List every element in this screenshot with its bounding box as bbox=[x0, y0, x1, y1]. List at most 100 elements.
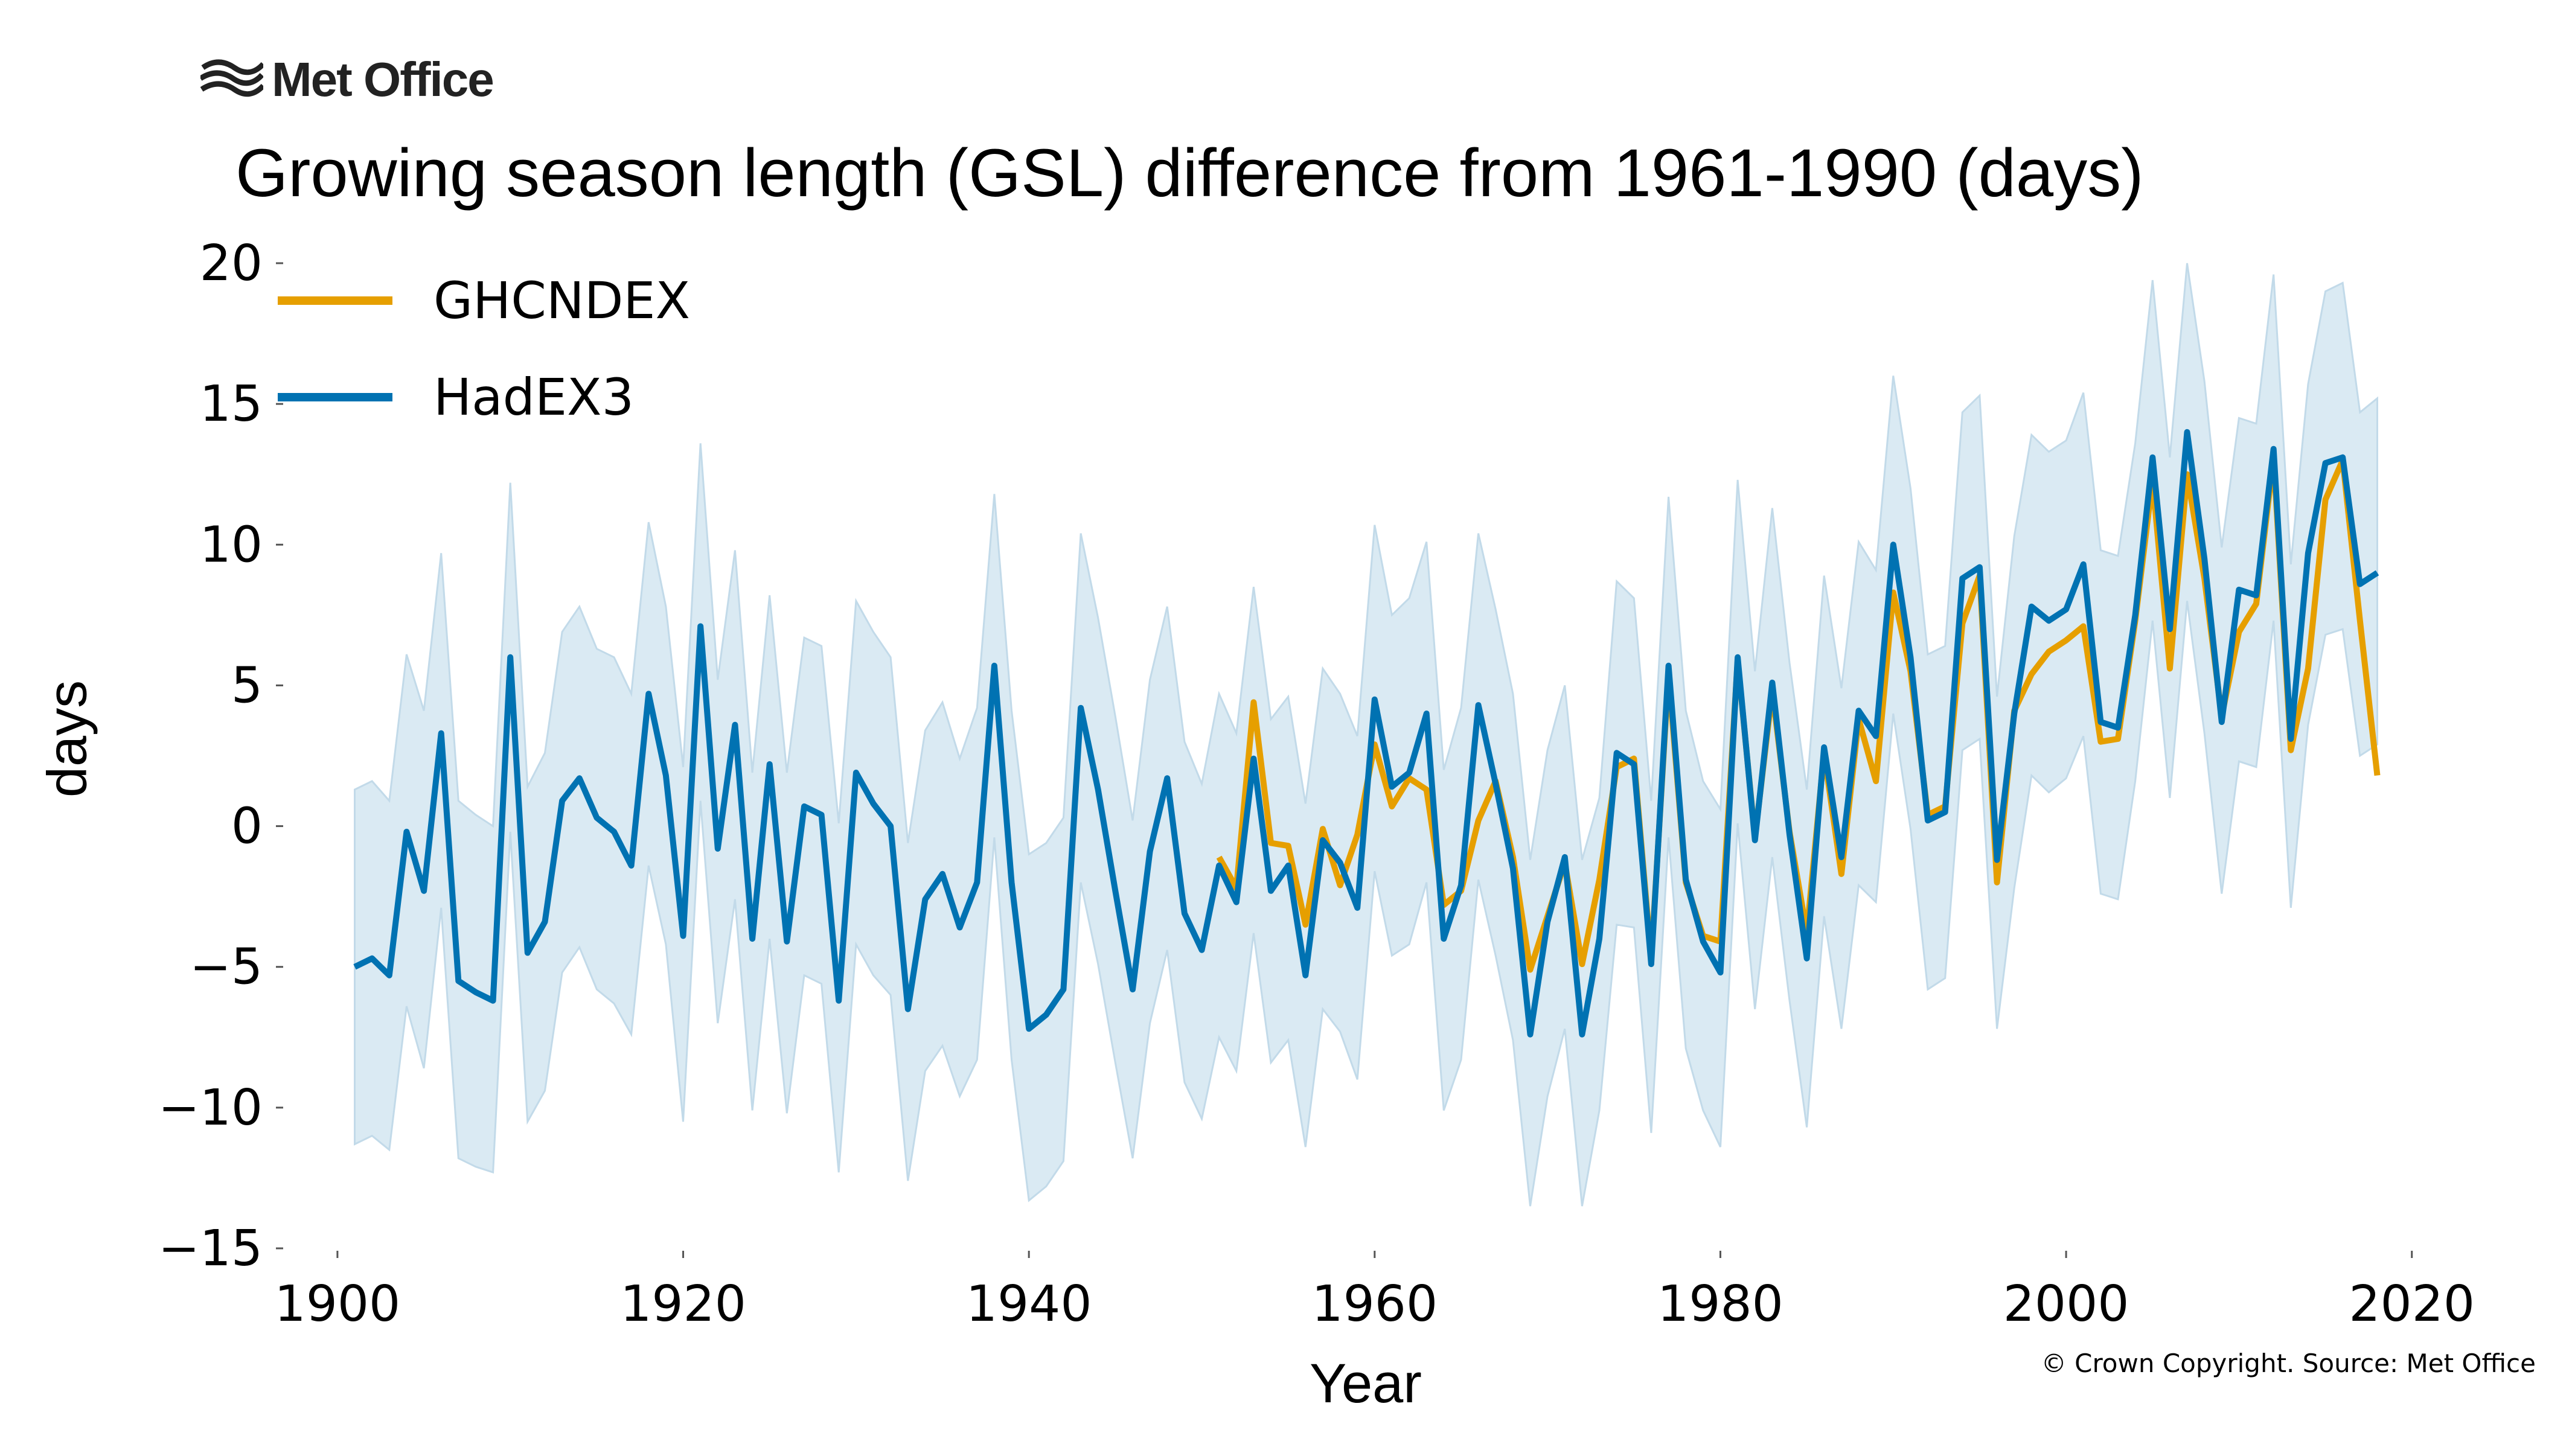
data-point-hadex3-1915 bbox=[593, 815, 600, 821]
data-point-hadex3-2010 bbox=[2236, 587, 2242, 593]
data-point-hadex3-1949 bbox=[1182, 910, 1188, 916]
data-point-hadex3-1918 bbox=[645, 691, 651, 697]
data-point-ghcndex-1957 bbox=[1320, 826, 1326, 832]
data-point-hadex3-1984 bbox=[1787, 832, 1793, 838]
data-point-ghcndex-2014 bbox=[2305, 666, 2311, 672]
data-point-hadex3-1913 bbox=[559, 798, 565, 804]
data-point-hadex3-1955 bbox=[1285, 863, 1291, 869]
data-point-ghcndex-1966 bbox=[1476, 817, 1482, 823]
data-point-ghcndex-2013 bbox=[2288, 747, 2294, 753]
data-point-ghcndex-2001 bbox=[2081, 624, 2087, 630]
data-point-hadex3-2012 bbox=[2271, 446, 2277, 452]
data-point-hadex3-1940 bbox=[1026, 1026, 1032, 1032]
data-point-ghcndex-1987 bbox=[1838, 871, 1844, 877]
data-point-hadex3-1937 bbox=[974, 880, 980, 886]
data-point-hadex3-1942 bbox=[1060, 986, 1066, 992]
data-point-ghcndex-1958 bbox=[1337, 883, 1343, 889]
data-point-ghcndex-1989 bbox=[1873, 778, 1879, 784]
series-line-hadex3 bbox=[353, 429, 2379, 1038]
data-point-hadex3-1914 bbox=[577, 775, 583, 781]
data-point-hadex3-1909 bbox=[490, 998, 496, 1004]
x-tick-label: 2000 bbox=[2003, 1276, 2129, 1333]
data-point-hadex3-1986 bbox=[1821, 744, 1827, 750]
data-point-hadex3-1928 bbox=[819, 812, 825, 818]
data-point-ghcndex-1953 bbox=[1250, 699, 1256, 705]
data-point-hadex3-1974 bbox=[1614, 750, 1620, 756]
y-tick-label: 20 bbox=[200, 235, 263, 292]
data-point-hadex3-1908 bbox=[473, 989, 479, 995]
data-point-hadex3-2018 bbox=[2375, 570, 2381, 576]
data-point-hadex3-1979 bbox=[1700, 939, 1706, 945]
data-point-hadex3-2015 bbox=[2323, 460, 2329, 466]
legend-item-ghcndex: GHCNDEX bbox=[278, 252, 690, 349]
x-tick-label: 1920 bbox=[620, 1276, 746, 1333]
data-point-hadex3-1929 bbox=[836, 998, 842, 1004]
data-point-ghcndex-2000 bbox=[2063, 637, 2069, 643]
y-tick-label: −10 bbox=[158, 1079, 263, 1137]
data-point-hadex3-1921 bbox=[697, 624, 703, 630]
data-point-hadex3-1907 bbox=[455, 978, 461, 984]
legend-label-hadex3: HadEX3 bbox=[433, 368, 635, 427]
data-point-hadex3-1964 bbox=[1441, 936, 1447, 942]
data-point-hadex3-1906 bbox=[438, 730, 444, 736]
data-point-ghcndex-1998 bbox=[2029, 671, 2035, 677]
data-point-hadex3-1920 bbox=[680, 933, 686, 939]
data-point-hadex3-2007 bbox=[2184, 429, 2190, 435]
data-point-hadex3-1972 bbox=[1579, 1032, 1585, 1038]
data-point-hadex3-1988 bbox=[1856, 707, 1862, 714]
data-point-hadex3-1910 bbox=[507, 654, 513, 660]
data-point-hadex3-1947 bbox=[1147, 849, 1153, 855]
data-point-hadex3-1936 bbox=[957, 924, 963, 930]
data-point-hadex3-2013 bbox=[2288, 736, 2294, 742]
data-point-hadex3-1994 bbox=[1959, 575, 1965, 581]
data-point-hadex3-1995 bbox=[1977, 564, 1983, 570]
data-point-hadex3-1931 bbox=[871, 800, 877, 806]
data-point-hadex3-2017 bbox=[2357, 581, 2363, 587]
data-point-hadex3-1987 bbox=[1838, 854, 1844, 860]
data-point-hadex3-1975 bbox=[1631, 761, 1637, 767]
data-point-hadex3-1967 bbox=[1492, 781, 1499, 787]
data-point-ghcndex-1959 bbox=[1354, 832, 1360, 838]
data-point-hadex3-1976 bbox=[1648, 961, 1654, 967]
data-point-hadex3-1969 bbox=[1528, 1032, 1534, 1038]
data-point-hadex3-1997 bbox=[2011, 710, 2017, 717]
y-tick-label: 10 bbox=[200, 516, 263, 573]
data-point-hadex3-1977 bbox=[1666, 663, 1672, 669]
data-point-hadex3-1991 bbox=[1907, 654, 1913, 660]
x-tick-label: 1900 bbox=[275, 1276, 401, 1333]
y-axis-label: days bbox=[36, 680, 98, 798]
data-point-ghcndex-2017 bbox=[2357, 618, 2363, 624]
data-point-hadex3-1924 bbox=[749, 936, 755, 942]
data-point-hadex3-2006 bbox=[2167, 626, 2173, 632]
data-point-hadex3-1981 bbox=[1735, 654, 1741, 660]
data-point-hadex3-1901 bbox=[352, 964, 358, 970]
data-point-ghcndex-2018 bbox=[2375, 773, 2381, 779]
data-point-hadex3-1996 bbox=[1994, 857, 2000, 863]
legend: GHCNDEX HadEX3 bbox=[278, 252, 690, 445]
data-point-hadex3-2001 bbox=[2081, 561, 2087, 567]
data-point-hadex3-1922 bbox=[715, 846, 721, 852]
data-point-hadex3-1946 bbox=[1130, 986, 1136, 992]
copyright-notice: © Crown Copyright. Source: Met Office bbox=[2041, 1349, 2536, 1378]
data-point-hadex3-1905 bbox=[421, 888, 427, 894]
data-point-hadex3-2009 bbox=[2219, 719, 2225, 725]
data-point-hadex3-2011 bbox=[2253, 592, 2259, 598]
met-office-logo: Met Office bbox=[200, 52, 494, 107]
data-point-hadex3-1982 bbox=[1752, 837, 1758, 843]
data-point-hadex3-1930 bbox=[853, 770, 859, 776]
data-point-hadex3-1998 bbox=[2029, 604, 2035, 610]
data-point-hadex3-2008 bbox=[2201, 556, 2207, 562]
data-point-ghcndex-1955 bbox=[1285, 843, 1291, 849]
data-point-hadex3-1932 bbox=[888, 823, 894, 829]
data-point-hadex3-1958 bbox=[1337, 860, 1343, 866]
series-lines bbox=[352, 429, 2381, 1038]
data-point-hadex3-1953 bbox=[1250, 756, 1256, 762]
x-tick-label: 2020 bbox=[2349, 1276, 2475, 1333]
x-tick-label: 1940 bbox=[966, 1276, 1092, 1333]
data-point-hadex3-2000 bbox=[2063, 607, 2069, 613]
data-point-ghcndex-2002 bbox=[2097, 739, 2103, 745]
band-area bbox=[354, 263, 2378, 1207]
data-point-hadex3-1978 bbox=[1683, 876, 1689, 883]
